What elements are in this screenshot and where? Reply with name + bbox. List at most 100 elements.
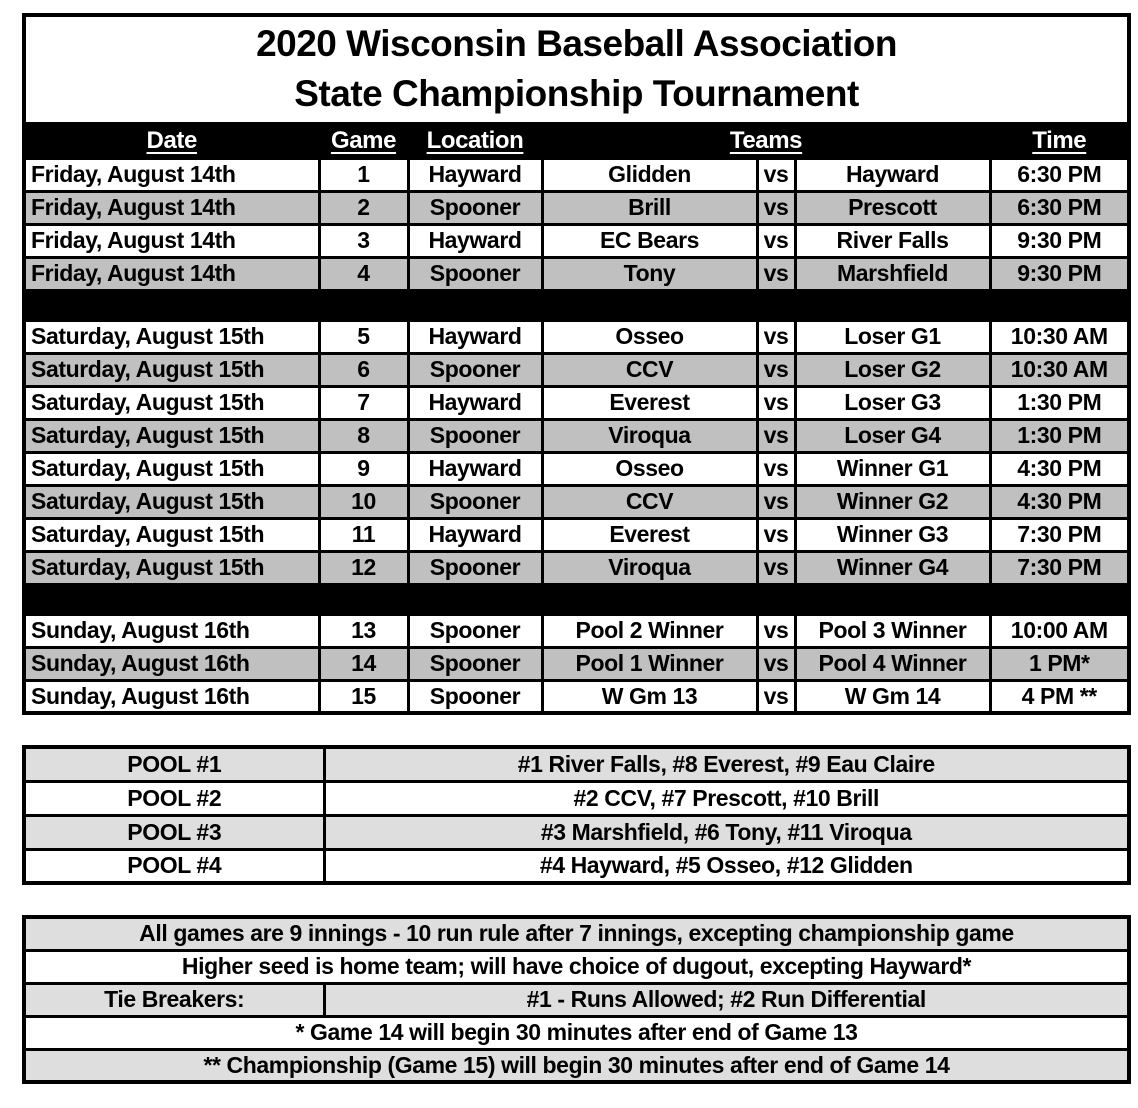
footnote-championship: ** Championship (Game 15) will begin 30 … (22, 1047, 1131, 1084)
team2-cell: Winner G4 (793, 549, 992, 586)
date-cell: Saturday, August 15th (22, 450, 321, 487)
team1-cell: Osseo (540, 450, 759, 487)
vs-label: vs (755, 612, 797, 649)
pool-label: POOL #1 (22, 745, 326, 783)
schedule-row: Friday, August 14th 2 Spooner Brill vs P… (22, 189, 1131, 226)
note-row: ** Championship (Game 15) will begin 30 … (22, 1047, 1131, 1084)
team2-cell: W Gm 14 (793, 678, 992, 715)
date-cell: Saturday, August 15th (22, 516, 321, 553)
team1-cell: Pool 2 Winner (540, 612, 759, 649)
schedule-row: Saturday, August 15th 7 Hayward Everest … (22, 384, 1131, 421)
game-cell: 7 (317, 384, 410, 421)
team1-cell: EC Bears (540, 222, 759, 259)
team2-cell: Loser G1 (793, 318, 992, 355)
team1-cell: Everest (540, 516, 759, 553)
team1-cell: CCV (540, 351, 759, 388)
vs-label: vs (755, 156, 797, 193)
column-header-row: Date Game Location Teams Time (22, 121, 1131, 160)
vs-label: vs (755, 222, 797, 259)
pool-row: POOL #2 #2 CCV, #7 Prescott, #10 Brill (22, 779, 1131, 817)
schedule-row: Saturday, August 15th 12 Spooner Viroqua… (22, 549, 1131, 586)
date-cell: Sunday, August 16th (22, 645, 321, 682)
team1-cell: Glidden (540, 156, 759, 193)
time-cell: 7:30 PM (988, 549, 1131, 586)
page-title: 2020 Wisconsin Baseball Association Stat… (22, 13, 1131, 125)
date-cell: Sunday, August 16th (22, 612, 321, 649)
game-cell: 1 (317, 156, 410, 193)
team2-cell: Marshfield (793, 255, 992, 292)
date-cell: Friday, August 14th (22, 189, 321, 226)
time-cell: 4 PM ** (988, 678, 1131, 715)
location-cell: Hayward (406, 156, 544, 193)
game-cell: 9 (317, 450, 410, 487)
time-cell: 9:30 PM (988, 222, 1131, 259)
location-cell: Spooner (406, 255, 544, 292)
footnote-game14: * Game 14 will begin 30 minutes after en… (22, 1014, 1131, 1051)
date-cell: Saturday, August 15th (22, 417, 321, 454)
pool-label: POOL #4 (22, 847, 326, 885)
schedule-row: Sunday, August 16th 14 Spooner Pool 1 Wi… (22, 645, 1131, 682)
date-cell: Saturday, August 15th (22, 318, 321, 355)
location-cell: Hayward (406, 222, 544, 259)
time-cell: 6:30 PM (988, 189, 1131, 226)
vs-label: vs (755, 189, 797, 226)
team2-cell: Winner G2 (793, 483, 992, 520)
game-cell: 15 (317, 678, 410, 715)
team1-cell: Everest (540, 384, 759, 421)
game-cell: 13 (317, 612, 410, 649)
team1-cell: Osseo (540, 318, 759, 355)
game-cell: 6 (317, 351, 410, 388)
schedule-row: Friday, August 14th 4 Spooner Tony vs Ma… (22, 255, 1131, 292)
pool-teams: #1 River Falls, #8 Everest, #9 Eau Clair… (322, 745, 1131, 783)
separator-row (22, 288, 1131, 322)
game-cell: 10 (317, 483, 410, 520)
location-cell: Spooner (406, 645, 544, 682)
time-cell: 1:30 PM (988, 417, 1131, 454)
header-game: Game (317, 121, 410, 160)
title-line1: 2020 Wisconsin Baseball Association (256, 23, 897, 65)
time-cell: 1:30 PM (988, 384, 1131, 421)
schedule-row: Saturday, August 15th 10 Spooner CCV vs … (22, 483, 1131, 520)
team2-cell: Loser G3 (793, 384, 992, 421)
schedule-row: Friday, August 14th 1 Hayward Glidden vs… (22, 156, 1131, 193)
time-cell: 10:30 AM (988, 351, 1131, 388)
location-cell: Spooner (406, 189, 544, 226)
schedule-table: 2020 Wisconsin Baseball Association Stat… (22, 13, 1132, 715)
location-cell: Spooner (406, 483, 544, 520)
vs-label: vs (755, 645, 797, 682)
team2-cell: Pool 3 Winner (793, 612, 992, 649)
team2-cell: Loser G2 (793, 351, 992, 388)
game-cell: 2 (317, 189, 410, 226)
schedule-row: Saturday, August 15th 8 Spooner Viroqua … (22, 417, 1131, 454)
time-cell: 10:00 AM (988, 612, 1131, 649)
team2-cell: Hayward (793, 156, 992, 193)
pool-teams: #4 Hayward, #5 Osseo, #12 Glidden (322, 847, 1131, 885)
team1-cell: Viroqua (540, 417, 759, 454)
team2-cell: River Falls (793, 222, 992, 259)
game-cell: 4 (317, 255, 410, 292)
schedule-row: Saturday, August 15th 11 Hayward Everest… (22, 516, 1131, 553)
header-date: Date (22, 121, 321, 160)
location-cell: Hayward (406, 450, 544, 487)
vs-label: vs (755, 516, 797, 553)
header-location: Location (406, 121, 544, 160)
date-cell: Friday, August 14th (22, 255, 321, 292)
pool-label: POOL #2 (22, 779, 326, 817)
separator-row (22, 582, 1131, 616)
schedule-row: Sunday, August 16th 13 Spooner Pool 2 Wi… (22, 612, 1131, 649)
location-cell: Hayward (406, 318, 544, 355)
vs-label: vs (755, 417, 797, 454)
time-cell: 4:30 PM (988, 483, 1131, 520)
pool-row: POOL #1 #1 River Falls, #8 Everest, #9 E… (22, 745, 1131, 783)
team1-cell: Viroqua (540, 549, 759, 586)
note-row: * Game 14 will begin 30 minutes after en… (22, 1014, 1131, 1051)
team2-cell: Prescott (793, 189, 992, 226)
pool-row: POOL #4 #4 Hayward, #5 Osseo, #12 Glidde… (22, 847, 1131, 885)
date-cell: Saturday, August 15th (22, 549, 321, 586)
time-cell: 6:30 PM (988, 156, 1131, 193)
tie-breakers-value: #1 - Runs Allowed; #2 Run Differential (322, 981, 1131, 1018)
pool-row: POOL #3 #3 Marshfield, #6 Tony, #11 Viro… (22, 813, 1131, 851)
team2-cell: Pool 4 Winner (793, 645, 992, 682)
tournament-sheet: 2020 Wisconsin Baseball Association Stat… (22, 13, 1132, 1084)
schedule-row: Saturday, August 15th 9 Hayward Osseo vs… (22, 450, 1131, 487)
